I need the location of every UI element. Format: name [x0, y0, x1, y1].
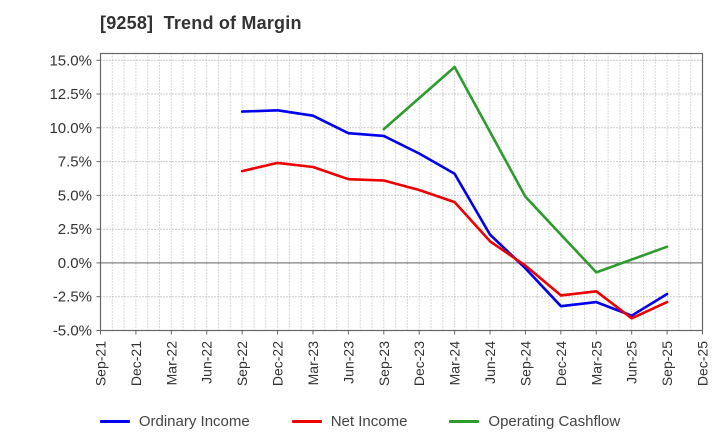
y-tick-label: -5.0%: [53, 323, 92, 340]
x-tick-label: Sep-24: [517, 341, 533, 386]
margin-trend-chart: 15.0% 12.5% 10.0% 7.5% 5.0% 2.5% 0.0% -2.5% -5.0…: [49, 52, 711, 386]
chart-legend: Ordinary Income Net Income Operating Cas…: [0, 413, 720, 430]
chart-title: [9258] Trend of Margin: [100, 13, 302, 33]
y-tick-label: 2.5%: [58, 221, 92, 238]
y-tick-label: -2.5%: [53, 289, 92, 306]
line-swatch-icon: [99, 420, 130, 423]
x-tick-label: Sep-22: [234, 341, 250, 386]
x-tick-label: Mar-25: [588, 341, 604, 386]
x-tick-label: Dec-24: [553, 341, 569, 386]
y-tick-label: 15.0%: [49, 52, 92, 69]
y-tick-label: 7.5%: [58, 154, 92, 171]
x-tick-label: Mar-23: [305, 341, 321, 386]
series-line-operating-cashflow: [382, 65, 669, 274]
plot-border: [99, 52, 704, 332]
legend-label: Net Income: [330, 413, 408, 430]
series-line-net-income: [240, 161, 669, 320]
x-tick-label: Mar-22: [163, 341, 179, 386]
series-line-ordinary-income: [240, 109, 669, 317]
x-tick-label: Dec-25: [695, 341, 711, 386]
legend-item-net-income: Net Income: [291, 413, 408, 430]
line-swatch-icon: [291, 420, 322, 423]
x-tick-label: Dec-23: [411, 341, 427, 386]
legend-label: Operating Cashflow: [488, 413, 621, 430]
x-tick-label: Jun-23: [340, 341, 356, 384]
line-swatch-icon: [449, 420, 480, 423]
x-tick-label: Jun-22: [199, 341, 215, 384]
y-tick-label: 0.0%: [58, 255, 92, 272]
y-tick-label: 12.5%: [49, 86, 92, 103]
y-tick-label: 10.0%: [49, 120, 92, 137]
x-tick-label: Mar-24: [447, 341, 463, 386]
legend-item-ordinary-income: Ordinary Income: [99, 413, 250, 430]
legend-item-operating-cashflow: Operating Cashflow: [449, 413, 620, 430]
x-tick-label: Dec-21: [128, 341, 144, 386]
legend-label: Ordinary Income: [138, 413, 250, 430]
x-tick-label: Dec-22: [270, 341, 286, 386]
y-tick-label: 5.0%: [58, 187, 92, 204]
x-tick-label: Sep-21: [93, 341, 109, 386]
x-tick-label: Jun-24: [482, 341, 498, 384]
x-tick-label: Sep-23: [376, 341, 392, 386]
x-tick-label: Jun-25: [624, 341, 640, 384]
x-tick-label: Sep-25: [659, 341, 675, 386]
